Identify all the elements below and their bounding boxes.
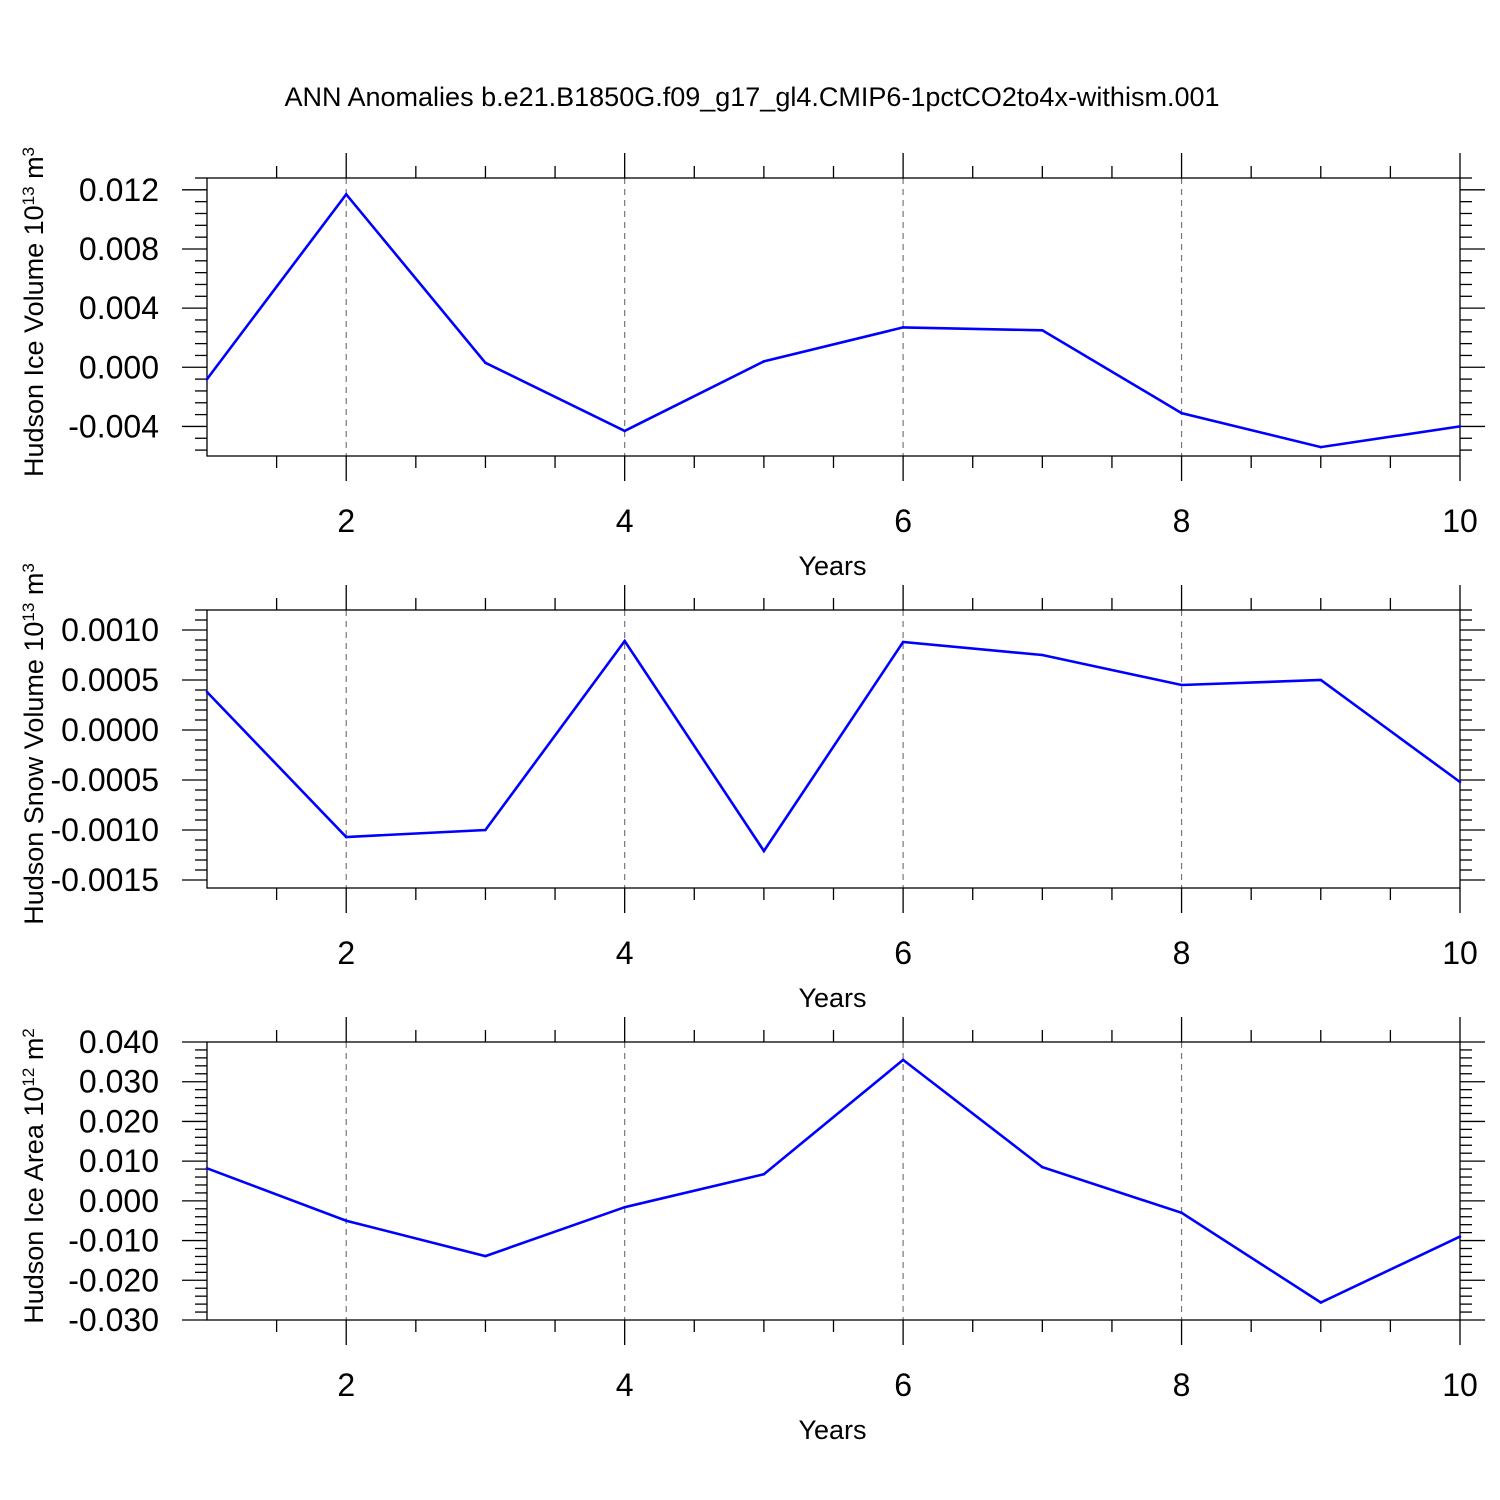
y-tick-label: -0.0010 [50,812,159,848]
y-tick-label: 0.000 [79,1183,159,1219]
x-tick-label: 6 [894,1367,912,1403]
y-axis-title: Hudson Ice Volume 1013 m3 [19,147,50,477]
y-tick-label: 0.004 [79,290,159,326]
data-point [623,429,626,433]
chart-panel-3: 2 4 6 8 10-0.030-0.020-0.0100.0000.0100.0200… [19,1017,1485,1445]
data-point [623,639,626,643]
data-series-line [206,638,1461,854]
y-tick-label: 0.0005 [61,662,159,698]
y-tick-label: -0.0015 [50,862,159,898]
y-tick-label: 0.012 [79,172,159,208]
data-point [1180,683,1183,687]
data-point [901,1058,905,1062]
x-tick-label: 6 [894,503,912,539]
y-tick-label: -0.004 [68,408,159,444]
x-tick-label: 2 [337,935,355,971]
data-series-line [206,1058,1461,1304]
data-point [205,1166,209,1170]
y-tick-label: 0.0000 [61,712,159,748]
data-point [205,690,209,694]
data-point [762,1172,766,1176]
plot-frame [206,177,1461,457]
y-tick-label: -0.030 [68,1302,159,1338]
x-axis-title: Years [798,551,866,581]
x-tick-label: 4 [616,1367,634,1403]
y-tick-label: 0.008 [79,231,159,267]
figure-title: ANN Anomalies b.e21.B1850G.f09_g17_gl4.C… [284,82,1219,112]
y-tick-label: -0.0005 [50,762,159,798]
y-axis-title: Hudson Ice Area 1012 m2 [19,1028,50,1324]
y-tick-label: 0.020 [79,1103,159,1139]
y-tick-label: 0.000 [79,349,159,385]
y-tick-label: -0.010 [68,1223,159,1259]
chart-panel-2: 2 4 6 8 10 -0.0015 -0.0010 -0.0005 0.0000 0.0005 0… [19,563,1485,1013]
x-tick-label: 2 [337,1367,355,1403]
y-tick-label: 0.0010 [61,612,159,648]
data-point [1180,411,1183,415]
x-tick-label: 10 [1442,935,1478,971]
data-point [1458,780,1462,784]
data-point [762,360,766,363]
chart-panel-1: 2 4 6 8 10 -0.004 0.000 0.004 0.008 0.012 Years Hud… [19,147,1485,581]
data-point [484,828,487,832]
data-point [1319,445,1323,449]
data-point [901,640,905,644]
data-point [484,1254,487,1258]
x-tick-label: 4 [616,935,634,971]
data-point [1041,329,1044,332]
data-point [1319,678,1323,682]
data-point [1041,653,1044,657]
y-tick-label: -0.020 [68,1262,159,1298]
x-tick-label: 10 [1442,1367,1478,1403]
plot-frame [206,609,1461,889]
data-point [901,326,905,329]
y-axis-title: Hudson Snow Volume 1013 m3 [19,563,50,925]
data-point [1458,1235,1462,1238]
data-point [205,377,209,381]
data-point [1458,425,1462,428]
data-point [344,192,348,196]
x-tick-label: 8 [1173,935,1191,971]
x-tick-label: 6 [894,935,912,971]
data-point [762,849,766,853]
x-axis-title: Years [798,1415,866,1445]
plot-frame [206,1041,1461,1321]
x-tick-label: 4 [616,503,634,539]
data-series-line [205,192,1461,449]
x-tick-label: 8 [1173,503,1191,539]
data-point [623,1205,626,1209]
data-point [344,835,348,839]
x-axis-title: Years [798,983,866,1013]
y-tick-label: 0.010 [79,1143,159,1179]
data-point [1319,1301,1323,1304]
data-point [1041,1165,1044,1169]
y-tick-label: 0.040 [79,1024,159,1060]
x-tick-label: 2 [337,503,355,539]
data-point [484,361,487,365]
x-tick-label: 8 [1173,1367,1191,1403]
data-point [1180,1211,1183,1215]
data-point [344,1219,348,1223]
chart-panels: 2 4 6 8 10 -0.004 0.000 0.004 0.008 0.012 Years Hud… [19,147,1485,1445]
y-tick-label: 0.030 [79,1064,159,1100]
x-tick-label: 10 [1442,503,1478,539]
